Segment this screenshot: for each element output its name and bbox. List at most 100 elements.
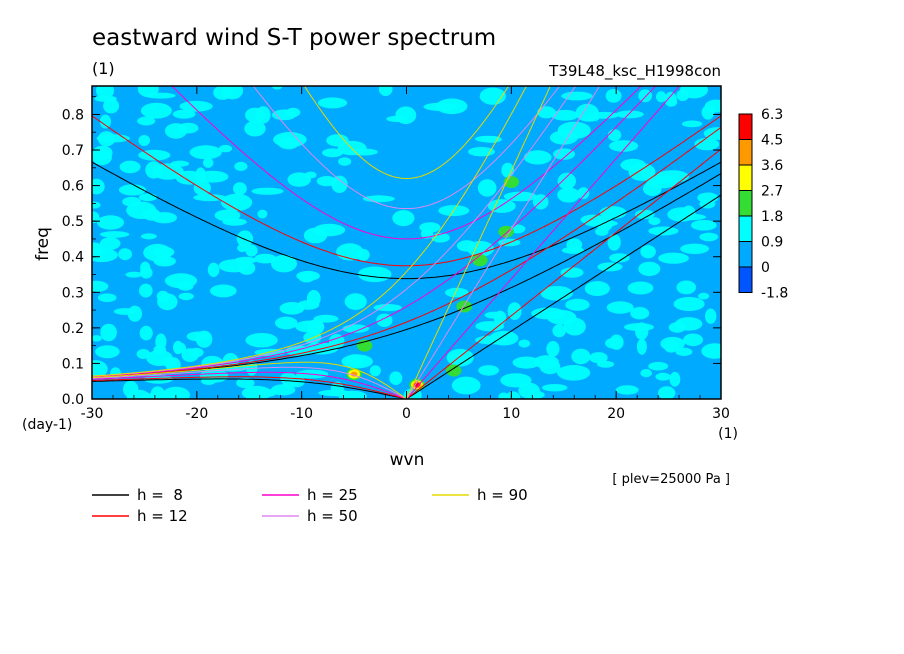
contour-blob [245,107,265,123]
contour-blob [92,178,105,195]
contour-blob [139,325,153,341]
contour-blob [589,352,608,364]
contour-blob [251,187,284,195]
dispersion-curve [92,126,721,378]
contour-blob [189,145,222,160]
contour-blob [138,135,150,146]
colorbar-swatch [738,113,753,140]
contour-blob [195,167,206,183]
contour-blob [673,297,705,311]
colorbar-label: 3.6 [761,158,783,174]
contour-blob [605,89,622,103]
contour-blob [697,192,719,203]
contour-blob [609,253,630,263]
y-tick-label: 0.1 [62,356,84,372]
contour-blob [655,170,690,183]
contour-blob [369,365,381,377]
contour-blob [222,218,247,226]
y-tick-label: 0.4 [62,250,84,266]
contour-blob [125,271,143,278]
contour-blob [195,330,213,348]
contour-blob [236,377,255,389]
contour-blob [660,336,685,351]
contour-blob [221,86,244,100]
contour-blob [92,211,100,224]
dispersion-curve [92,378,407,399]
contour-blob [648,226,679,236]
contour-blob [95,345,120,359]
contour-blob [146,350,173,366]
contour-blob [451,376,481,395]
x-tick-label: -10 [290,406,313,422]
contour-blob [172,109,196,119]
contour-blob [589,111,619,119]
contour-blob [145,92,176,99]
contour-blob [92,335,102,342]
contour-blob [123,380,139,398]
colorbar-swatch [738,164,753,191]
contour-blob [477,179,497,197]
contour-blob [444,287,469,298]
dispersion-curve [171,86,642,240]
plot-area [92,86,721,399]
dispersion-curve [406,86,551,399]
contour-blob [173,342,187,354]
contour-blob [447,353,467,363]
contour-blob [561,91,593,101]
legend-label: h = 8 [137,486,183,504]
x-tick-label: 30 [712,406,730,422]
contour-blob [155,333,167,351]
colorbar-label: 2.7 [761,184,783,200]
y-tick-label: 0.5 [62,214,84,230]
contour-blob [552,324,566,338]
dispersion-curve [92,361,407,399]
contour-blob [304,171,317,179]
y-unit-label: (day-1) [22,417,72,433]
contour-blob [667,207,696,222]
contour-blob [140,261,151,275]
contour-blob [595,227,609,236]
dispersion-curve [406,86,601,399]
contour-blob [542,384,568,392]
contour-blob [119,160,141,174]
contour-blob [244,120,266,137]
contour-blob [157,293,178,311]
contour-blob [344,293,367,310]
contour-blob [703,127,721,140]
contour-blob [150,386,165,399]
contour-blob [675,317,703,331]
contour-blob [272,86,283,90]
contour-blob [636,338,647,355]
contour-blob [92,201,101,209]
contour-blob [640,245,656,259]
contour-blob [701,343,721,359]
contour-blob [423,102,457,111]
contour-blob [245,333,278,348]
contour-blob [565,298,590,311]
contour-blob [137,116,156,126]
colorbar-label: 0.9 [761,235,783,251]
contour-blob [348,148,378,156]
x-unit-label: (1) [718,426,738,442]
y-tick-label: 0.0 [62,392,84,408]
y-axis: 0.0 0.1 0.2 0.3 0.4 0.5 0.6 0.7 0.8 [62,96,721,408]
power-hotspot [472,254,488,267]
colorbar-swatch [738,266,753,293]
contour-blob [571,348,591,365]
contour-blob [357,266,392,283]
contour-blob [557,172,576,190]
contour-blob [561,246,585,254]
contour-blob [317,97,348,109]
contour-blob [153,256,176,267]
contour-blob [296,270,320,281]
contour-blob [245,244,258,257]
contour-blob [273,132,307,148]
contour-blob [177,281,194,291]
contour-blob [518,339,531,348]
contour-blob [100,323,117,342]
contour-blob [389,371,403,386]
dispersion-curve [92,366,407,399]
colorbar-label: -1.8 [761,286,788,302]
contour-blob [609,140,639,152]
contour-blob [376,313,393,327]
